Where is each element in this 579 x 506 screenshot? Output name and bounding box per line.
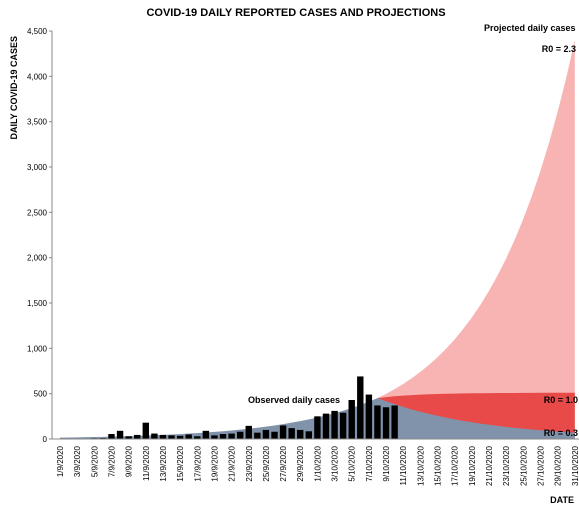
y-tick-label: 2,500 <box>27 208 48 217</box>
x-tick-label: 25/10/2020 <box>519 445 528 486</box>
bar <box>245 425 252 439</box>
chart-title: COVID-19 DAILY REPORTED CASES AND PROJEC… <box>146 7 445 19</box>
bar <box>322 413 330 439</box>
x-tick-label: 5/10/2020 <box>348 445 357 481</box>
bar <box>142 422 149 439</box>
bar <box>288 428 295 439</box>
bar <box>365 394 373 439</box>
bar <box>228 433 235 439</box>
bar <box>374 405 381 439</box>
bar <box>134 434 141 439</box>
x-tick-label: 23/9/2020 <box>245 445 254 481</box>
annotation: Projected daily cases <box>484 23 576 33</box>
y-tick-label: 4,500 <box>27 27 48 36</box>
x-tick-label: 1/10/2020 <box>313 445 322 481</box>
bar <box>297 429 304 439</box>
y-tick-label: 1,500 <box>27 299 48 308</box>
x-tick-label: 27/9/2020 <box>279 445 288 481</box>
y-tick-label: 500 <box>34 390 48 399</box>
bar <box>331 410 338 439</box>
bar <box>194 436 201 439</box>
x-axis-title: DATE <box>550 495 574 505</box>
x-tick-label: 29/9/2020 <box>296 445 305 481</box>
x-tick-label: 11/10/2020 <box>399 445 408 485</box>
bar <box>159 434 167 439</box>
x-tick-label: 7/10/2020 <box>365 445 374 481</box>
bar <box>254 432 261 439</box>
x-tick-label: 17/10/2020 <box>451 445 460 486</box>
bar <box>279 425 287 439</box>
x-tick-label: 7/9/2020 <box>107 445 116 477</box>
area <box>377 40 575 440</box>
bar <box>219 434 227 439</box>
x-tick-label: 9/9/2020 <box>125 445 134 477</box>
bar <box>211 435 218 439</box>
y-axis-title: DAILY COVID-19 CASES <box>9 36 19 140</box>
bar <box>116 430 124 439</box>
bar <box>271 431 278 439</box>
x-tick-label: 15/9/2020 <box>176 445 185 481</box>
y-tick-label: 3,000 <box>27 163 48 172</box>
y-tick-label: 1,000 <box>27 344 48 353</box>
series-label: R0 = 2.3 <box>542 44 576 54</box>
bar <box>176 435 184 439</box>
x-tick-label: 3/10/2020 <box>331 445 340 481</box>
x-tick-label: 21/10/2020 <box>485 445 494 486</box>
y-tick-label: 4,000 <box>27 72 48 81</box>
x-tick-label: 17/9/2020 <box>193 445 202 481</box>
bar <box>236 431 244 439</box>
x-tick-label: 13/9/2020 <box>159 445 168 481</box>
y-tick-label: 0 <box>43 435 48 444</box>
x-tick-label: 15/10/2020 <box>434 445 443 486</box>
x-tick-label: 23/10/2020 <box>502 445 511 486</box>
x-tick-label: 27/10/2020 <box>536 445 545 486</box>
bar <box>314 416 321 439</box>
plot <box>56 40 575 440</box>
x-tick-label: 21/9/2020 <box>228 445 237 481</box>
x-tick-label: 3/9/2020 <box>73 445 82 477</box>
bar <box>348 400 355 439</box>
bar <box>125 436 132 439</box>
x-tick-label: 25/9/2020 <box>262 445 271 481</box>
bar <box>305 431 313 439</box>
x-tick-label: 5/9/2020 <box>90 445 99 477</box>
bar <box>202 430 210 439</box>
x-tick-label: 11/9/2020 <box>142 445 151 481</box>
bar <box>391 405 398 439</box>
bar <box>185 434 192 439</box>
bar <box>151 433 158 439</box>
bar <box>168 435 175 439</box>
x-tick-label: 13/10/2020 <box>416 445 425 486</box>
x-tick-label: 19/9/2020 <box>210 445 219 481</box>
bar <box>382 407 390 439</box>
bar <box>357 376 364 439</box>
series-label: R0 = 1.0 <box>544 395 578 405</box>
series-label: R0 = 0.3 <box>544 428 578 438</box>
x-tick-label: 19/10/2020 <box>468 445 477 486</box>
x-tick-label: 31/10/2020 <box>571 445 579 486</box>
bar <box>339 412 347 439</box>
x-tick-label: 1/9/2020 <box>56 445 65 477</box>
y-tick-label: 2,000 <box>27 254 48 263</box>
x-tick-label: 29/10/2020 <box>554 445 563 486</box>
bar <box>262 429 270 439</box>
annotation: Observed daily cases <box>248 395 340 405</box>
bar <box>108 434 115 439</box>
x-tick-label: 9/10/2020 <box>382 445 391 481</box>
y-tick-label: 3,500 <box>27 118 48 127</box>
